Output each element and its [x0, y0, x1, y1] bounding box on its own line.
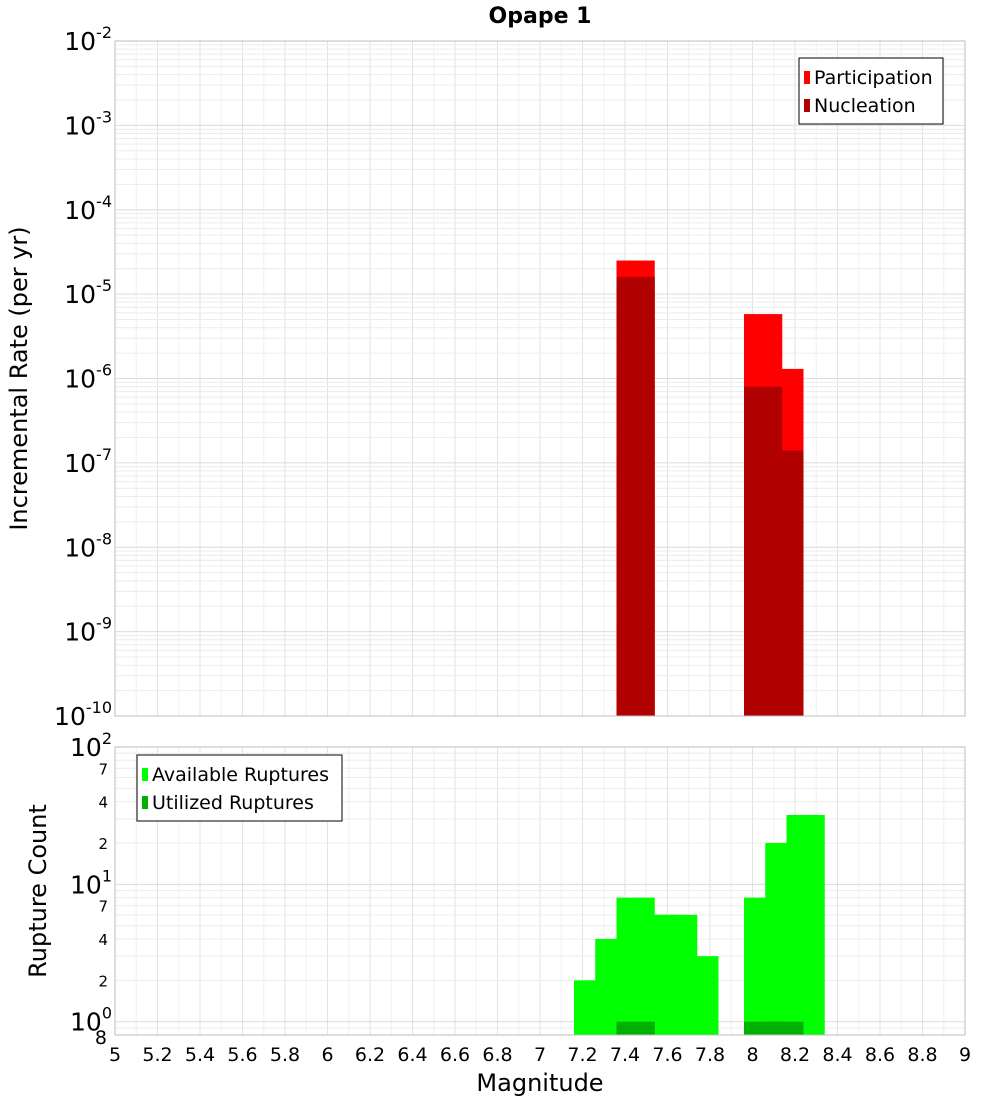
y-minor-tick-label: 7	[98, 898, 108, 916]
y-tick-label: 10-5	[64, 276, 112, 309]
y-tick-label: 10-3	[64, 107, 112, 140]
bar-utilized-ruptures	[765, 1021, 804, 1035]
x-tick-label: 6.8	[482, 1044, 512, 1066]
y-axis-label-top: Incremental Rate (per yr)	[5, 226, 33, 530]
y-tick-label: 10-7	[64, 445, 112, 478]
x-tick-label: 5.8	[270, 1044, 300, 1066]
x-tick-label: 8	[746, 1044, 758, 1066]
bar-nucleation	[765, 450, 804, 716]
x-tick-label: 6.2	[355, 1044, 385, 1066]
x-tick-label: 7.2	[567, 1044, 597, 1066]
legend-label: Available Ruptures	[152, 764, 329, 786]
x-tick-label: 7.6	[652, 1044, 682, 1066]
bar-nucleation	[616, 276, 655, 716]
y-minor-tick-label: 8	[95, 1027, 107, 1049]
x-tick-label: 6.6	[440, 1044, 470, 1066]
x-tick-label: 6.4	[397, 1044, 427, 1066]
y-tick-label: 10-2	[64, 23, 112, 56]
x-tick-label: 8.6	[865, 1044, 895, 1066]
y-tick-label: 10-10	[54, 698, 112, 731]
x-tick-label: 8.4	[822, 1044, 852, 1066]
x-tick-label: 9	[959, 1044, 971, 1066]
y-tick-label: 10-4	[64, 192, 112, 225]
x-tick-label: 6	[321, 1044, 333, 1066]
y-tick-label: 10-8	[64, 529, 112, 562]
y-tick-label: 102	[70, 729, 112, 762]
legend-swatch	[804, 99, 810, 112]
plot-frame-top	[114, 40, 966, 717]
x-tick-label: 5.2	[142, 1044, 172, 1066]
bar-available-ruptures	[680, 956, 719, 1035]
y-minor-tick-label: 2	[98, 835, 108, 853]
legend-label: Participation	[814, 67, 933, 89]
x-tick-label: 7.8	[695, 1044, 725, 1066]
legend-label: Utilized Ruptures	[152, 792, 314, 814]
x-tick-label: 7	[534, 1044, 546, 1066]
legend-label: Nucleation	[814, 95, 916, 117]
legend-top	[798, 57, 944, 125]
legend-bottom	[136, 754, 343, 822]
bar-utilized-ruptures	[616, 1021, 655, 1035]
x-tick-label: 7.4	[610, 1044, 640, 1066]
x-tick-label: 5	[109, 1044, 121, 1066]
y-tick-label: 10-9	[64, 614, 112, 647]
y-tick-label: 100	[70, 1004, 112, 1037]
bar-available-ruptures	[786, 814, 825, 1035]
y-tick-label: 10-6	[64, 361, 112, 394]
legend-swatch	[804, 71, 810, 84]
y-minor-tick-label: 4	[98, 794, 108, 812]
x-axis-label: Magnitude	[476, 1069, 603, 1097]
legend-swatch	[142, 796, 148, 809]
y-minor-tick-label: 2	[98, 972, 108, 990]
chart-title: Opape 1	[489, 4, 592, 29]
x-tick-label: 5.6	[227, 1044, 257, 1066]
y-tick-label: 101	[70, 866, 112, 899]
x-tick-label: 8.8	[907, 1044, 937, 1066]
plot-frame-bottom	[114, 746, 966, 1036]
legend-swatch	[142, 768, 148, 781]
y-minor-tick-label: 4	[98, 931, 108, 949]
y-minor-tick-label: 7	[98, 760, 108, 778]
y-axis-label-bottom: Rupture Count	[24, 804, 52, 978]
x-tick-label: 5.4	[185, 1044, 215, 1066]
x-tick-label: 8.2	[780, 1044, 810, 1066]
